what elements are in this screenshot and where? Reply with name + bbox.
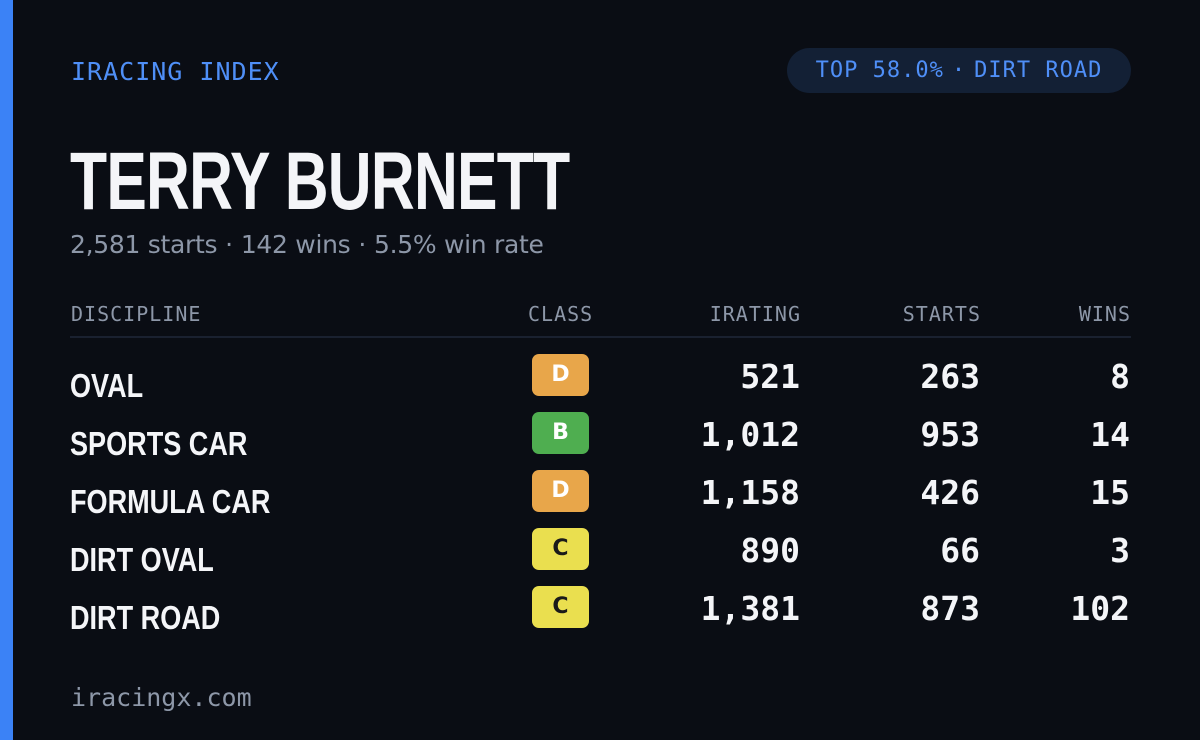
table-divider [70,336,1131,338]
starts-value: 66 [940,531,980,570]
irating-value: 521 [740,357,800,396]
table-row: FORMULA CAR D 1,158 426 15 [0,470,1200,528]
rank-pill: TOP 58.0% · DIRT ROAD [787,48,1131,93]
rank-pill-discipline: DIRT ROAD [974,58,1103,83]
irating-value: 1,158 [700,473,800,512]
wins-value: 3 [1110,531,1130,570]
starts-value: 953 [920,415,980,454]
driver-name: TERRY BURNETT [70,136,570,227]
table-row: DIRT OVAL C 890 66 3 [0,528,1200,586]
accent-bar [0,0,13,740]
wins-value: 15 [1090,473,1130,512]
wins-value: 14 [1090,415,1130,454]
table-row: SPORTS CAR B 1,012 953 14 [0,412,1200,470]
driver-wins: 142 wins [240,230,351,259]
column-header-starts: STARTS [902,302,981,326]
rank-pill-rank: TOP 58.0% [815,58,944,83]
driver-summary: 2,581 starts · 142 wins · 5.5% win rate [70,228,544,262]
irating-value: 1,381 [700,589,800,628]
wins-value: 8 [1110,357,1130,396]
driver-win-rate: 5.5% win rate [374,230,544,259]
class-badge: C [532,528,589,570]
discipline-name: FORMULA CAR [70,483,271,520]
column-header-class: CLASS [528,302,594,326]
class-badge: C [532,586,589,628]
starts-value: 426 [920,473,980,512]
rank-pill-separator: · [951,58,967,83]
column-header-wins: WINS [1078,302,1131,326]
starts-value: 873 [920,589,980,628]
starts-value: 263 [920,357,980,396]
discipline-name: SPORTS CAR [70,425,248,462]
wins-value: 102 [1070,589,1130,628]
table-row: OVAL D 521 263 8 [0,354,1200,412]
class-badge: D [532,470,589,512]
class-badge: B [532,412,589,454]
discipline-name: DIRT OVAL [70,541,214,578]
summary-separator: · [225,230,233,259]
footer-site: iracingx.com [71,683,252,712]
table-row: DIRT ROAD C 1,381 873 102 [0,586,1200,644]
driver-starts: 2,581 starts [70,230,218,259]
discipline-name: DIRT ROAD [70,599,221,636]
summary-separator: · [358,230,367,259]
irating-value: 1,012 [700,415,800,454]
discipline-name: OVAL [70,367,144,404]
column-header-discipline: DISCIPLINE [71,302,202,326]
brand-title: IRACING INDEX [71,57,280,86]
column-header-irating: IRATING [709,302,801,326]
class-badge: D [532,354,589,396]
irating-value: 890 [740,531,800,570]
